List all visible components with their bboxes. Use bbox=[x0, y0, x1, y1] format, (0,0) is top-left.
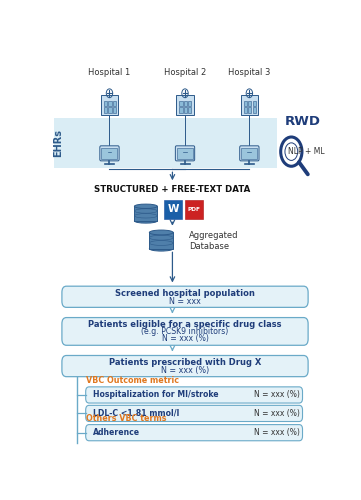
Ellipse shape bbox=[134, 218, 157, 223]
FancyBboxPatch shape bbox=[244, 100, 247, 106]
FancyBboxPatch shape bbox=[179, 108, 183, 112]
FancyBboxPatch shape bbox=[62, 286, 308, 308]
FancyBboxPatch shape bbox=[86, 406, 303, 421]
Text: N = xxx (%): N = xxx (%) bbox=[254, 390, 300, 400]
FancyBboxPatch shape bbox=[108, 108, 112, 112]
Text: LDL-C <1.81 mmol/l: LDL-C <1.81 mmol/l bbox=[93, 409, 179, 418]
Text: N = xxx (%): N = xxx (%) bbox=[162, 334, 208, 343]
Text: RWD: RWD bbox=[284, 115, 320, 128]
Text: (e.g. PCSK9 inhibitors): (e.g. PCSK9 inhibitors) bbox=[142, 327, 229, 336]
FancyBboxPatch shape bbox=[113, 100, 116, 106]
FancyBboxPatch shape bbox=[244, 108, 247, 112]
FancyBboxPatch shape bbox=[86, 387, 303, 403]
Text: Patients prescribed with Drug X: Patients prescribed with Drug X bbox=[109, 358, 261, 368]
Text: N = xxx (%): N = xxx (%) bbox=[254, 409, 300, 418]
FancyBboxPatch shape bbox=[149, 232, 173, 248]
Ellipse shape bbox=[149, 246, 173, 251]
Text: Hospitalization for MI/stroke: Hospitalization for MI/stroke bbox=[93, 390, 218, 400]
Text: Aggregated
Database: Aggregated Database bbox=[189, 231, 239, 251]
FancyBboxPatch shape bbox=[175, 146, 195, 161]
FancyBboxPatch shape bbox=[104, 100, 107, 106]
Text: VBC Outcome metric: VBC Outcome metric bbox=[86, 376, 179, 386]
Text: Hospital 3: Hospital 3 bbox=[228, 68, 270, 76]
FancyBboxPatch shape bbox=[248, 108, 251, 112]
FancyBboxPatch shape bbox=[177, 148, 193, 159]
FancyBboxPatch shape bbox=[164, 200, 182, 218]
FancyBboxPatch shape bbox=[53, 118, 277, 168]
FancyBboxPatch shape bbox=[184, 108, 187, 112]
Text: Patients eligible for a specific drug class: Patients eligible for a specific drug cl… bbox=[88, 320, 282, 330]
Text: EHRs: EHRs bbox=[53, 129, 63, 157]
Text: Adherence: Adherence bbox=[93, 428, 140, 437]
FancyBboxPatch shape bbox=[188, 108, 191, 112]
Text: Others VBC terms: Others VBC terms bbox=[86, 414, 166, 423]
FancyBboxPatch shape bbox=[241, 96, 258, 116]
FancyBboxPatch shape bbox=[253, 108, 256, 112]
FancyBboxPatch shape bbox=[100, 146, 119, 161]
FancyBboxPatch shape bbox=[253, 100, 256, 106]
FancyBboxPatch shape bbox=[185, 200, 203, 218]
FancyBboxPatch shape bbox=[108, 100, 112, 106]
FancyBboxPatch shape bbox=[101, 96, 118, 116]
FancyBboxPatch shape bbox=[101, 148, 117, 159]
Text: N = xxx (%): N = xxx (%) bbox=[254, 428, 300, 437]
Text: STRUCTURED + FREE-TEXT DATA: STRUCTURED + FREE-TEXT DATA bbox=[94, 185, 251, 194]
FancyBboxPatch shape bbox=[104, 108, 107, 112]
FancyBboxPatch shape bbox=[176, 96, 194, 116]
Text: PDF: PDF bbox=[188, 207, 201, 212]
FancyBboxPatch shape bbox=[188, 100, 191, 106]
FancyBboxPatch shape bbox=[62, 318, 308, 345]
FancyBboxPatch shape bbox=[248, 100, 251, 106]
FancyBboxPatch shape bbox=[184, 100, 187, 106]
Text: Hospital 1: Hospital 1 bbox=[88, 68, 131, 76]
FancyBboxPatch shape bbox=[179, 100, 183, 106]
Text: N = xxx (%): N = xxx (%) bbox=[161, 366, 209, 375]
Ellipse shape bbox=[149, 230, 173, 235]
FancyBboxPatch shape bbox=[62, 356, 308, 376]
Text: N = xxx: N = xxx bbox=[169, 296, 201, 306]
Text: W: W bbox=[168, 204, 179, 214]
Text: NLP + ML: NLP + ML bbox=[288, 147, 325, 156]
FancyBboxPatch shape bbox=[134, 206, 157, 221]
Text: Screened hospital population: Screened hospital population bbox=[115, 289, 255, 298]
FancyBboxPatch shape bbox=[242, 148, 257, 159]
FancyBboxPatch shape bbox=[113, 108, 116, 112]
Text: Hospital 2: Hospital 2 bbox=[164, 68, 206, 76]
Ellipse shape bbox=[134, 204, 157, 208]
FancyBboxPatch shape bbox=[240, 146, 259, 161]
FancyBboxPatch shape bbox=[86, 424, 303, 441]
